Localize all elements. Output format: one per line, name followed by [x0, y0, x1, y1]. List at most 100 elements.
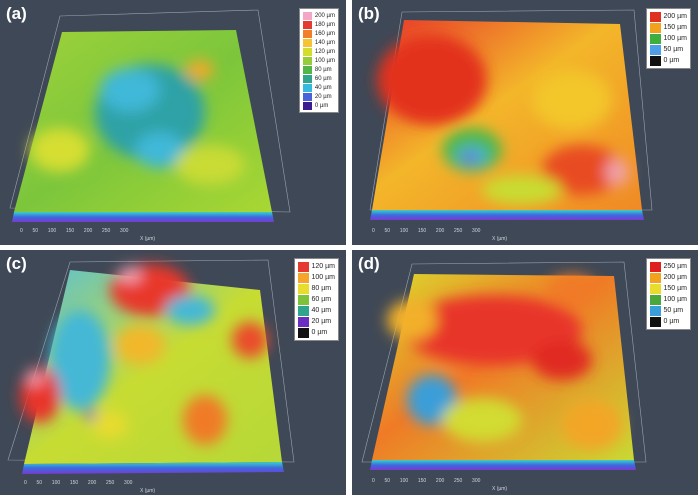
legend-label: 0 µm [311, 329, 328, 336]
svg-text:X (µm): X (µm) [492, 486, 507, 492]
legend-entry: 100 µm [302, 56, 335, 65]
svg-text:0 50 100 150: 0 50 100 150 200 250 300 [372, 478, 481, 484]
surface-plot-b: 0 50 100 150 200 250 300 X (µm) [369, 9, 653, 242]
legend-label: 0 µm [663, 318, 680, 325]
legend-label: 40 µm [314, 84, 332, 91]
legend-entry: 250 µm [649, 261, 688, 272]
svg-text:X (µm): X (µm) [140, 236, 155, 242]
legend-swatch [649, 294, 661, 305]
legend-label: 250 µm [663, 263, 688, 270]
legend-label: 120 µm [314, 48, 335, 55]
legend-swatch [302, 20, 312, 29]
legend-swatch [297, 327, 309, 338]
legend-entry: 50 µm [649, 305, 688, 316]
legend-swatch [649, 316, 661, 327]
panel-b: 0 50 100 150 200 250 300 X (µm) (b) 200 … [352, 0, 698, 245]
surface-plot-a: 0 50 100 150 200 250 300 X (µm) [9, 9, 291, 242]
legend-swatch [302, 11, 312, 20]
legend-label: 80 µm [311, 285, 332, 292]
legend-label: 200 µm [663, 13, 688, 20]
height-legend: 200 µm 150 µm 100 µm 50 µm 0 µm [645, 8, 691, 69]
legend-entry: 40 µm [297, 305, 336, 316]
svg-text:0 50 100 150: 0 50 100 150 200 250 300 [20, 228, 129, 234]
legend-swatch [649, 44, 661, 55]
legend-swatch [649, 305, 661, 316]
legend-entry: 150 µm [649, 22, 688, 33]
legend-label: 100 µm [311, 274, 336, 281]
legend-label: 180 µm [314, 21, 335, 28]
panel-c: 0 50 100 150 200 250 300 X (µm) (c) 120 … [0, 250, 346, 495]
legend-swatch [649, 261, 661, 272]
legend-label: 140 µm [314, 39, 335, 46]
legend-label: 20 µm [311, 318, 332, 325]
legend-label: 200 µm [314, 12, 335, 19]
legend-label: 60 µm [311, 296, 332, 303]
legend-entry: 0 µm [649, 316, 688, 327]
legend-entry: 0 µm [649, 55, 688, 66]
legend-entry: 40 µm [302, 83, 335, 92]
legend-entry: 120 µm [297, 261, 336, 272]
legend-entry: 100 µm [649, 294, 687, 305]
legend-label: 50 µm [663, 46, 684, 53]
legend-swatch [297, 294, 309, 305]
legend-entry: 60 µm [302, 74, 335, 83]
legend-entry: 20 µm [297, 316, 336, 327]
legend-label: 120 µm [311, 263, 336, 270]
legend-swatch [302, 65, 312, 74]
legend-label: 150 µm [663, 285, 688, 292]
legend-swatch [302, 74, 312, 83]
legend-label: 160 µm [314, 30, 335, 37]
legend-label: 60 µm [314, 75, 332, 82]
surface-plot-d: 0 50 100 150 200 250 300 X (µm) [361, 261, 647, 492]
panel-label: (b) [358, 4, 380, 23]
legend-entry: 0 µm [297, 327, 336, 338]
legend-entry: 200 µm [302, 11, 335, 20]
legend-entry: 80 µm [297, 283, 336, 294]
legend-swatch [297, 316, 309, 327]
legend-label: 150 µm [663, 24, 688, 31]
legend-label: 80 µm [314, 66, 332, 73]
legend-swatch [649, 33, 661, 44]
legend-swatch [302, 92, 312, 101]
legend-swatch [297, 305, 309, 316]
legend-label: 200 µm [663, 274, 688, 281]
legend-swatch [302, 56, 312, 65]
legend-entry: 0 µm [302, 101, 335, 110]
legend-entry: 200 µm [649, 11, 688, 22]
panel-label: (a) [6, 4, 27, 23]
legend-entry: 20 µm [302, 92, 335, 101]
legend-label: 0 µm [663, 57, 680, 64]
svg-text:0 50 100 150: 0 50 100 150 200 250 300 [372, 228, 481, 234]
legend-entry: 200 µm [649, 272, 688, 283]
legend-swatch [302, 47, 312, 56]
height-legend: 120 µm 100 µm 80 µm 60 µm 40 µm 20 µm 0 µm [293, 258, 339, 341]
legend-label: 0 µm [314, 102, 329, 109]
legend-swatch [302, 83, 312, 92]
svg-text:0 50 100 150: 0 50 100 150 200 250 300 [24, 480, 133, 486]
legend-entry: 180 µm [302, 20, 335, 29]
panel-label: (c) [6, 254, 27, 273]
surface-plot-c: 0 50 100 150 200 250 300 X (µm) [7, 259, 295, 494]
panel-d: 0 50 100 150 200 250 300 X (µm) (d) 250 … [352, 250, 698, 495]
height-legend: 200 µm 180 µm 160 µm 140 µm 120 µm 100 µm 80 µ… [298, 8, 339, 113]
legend-label: 40 µm [311, 307, 332, 314]
legend-entry: 150 µm [649, 283, 688, 294]
legend-label: 100 µm [314, 57, 335, 64]
height-legend: 250 µm 200 µm 150 µm 100 µm 50 µm 0 µm [645, 258, 691, 330]
legend-entry: 80 µm [302, 65, 335, 74]
legend-swatch [297, 261, 309, 272]
legend-entry: 100 µm [649, 33, 688, 44]
legend-swatch [302, 29, 312, 38]
panel-label: (d) [358, 254, 380, 273]
legend-swatch [649, 11, 661, 22]
legend-swatch [302, 38, 312, 47]
legend-label: 20 µm [314, 93, 332, 100]
legend-swatch [302, 101, 312, 110]
legend-entry: 140 µm [302, 38, 335, 47]
legend-label: 100 µm [663, 35, 688, 42]
legend-entry: 160 µm [302, 29, 335, 38]
legend-entry: 100 µm [297, 272, 336, 283]
legend-swatch [297, 272, 309, 283]
legend-entry: 50 µm [649, 44, 688, 55]
panel-a: 0 50 100 150 200 250 300 X (µm) (a) 200 … [0, 0, 346, 245]
